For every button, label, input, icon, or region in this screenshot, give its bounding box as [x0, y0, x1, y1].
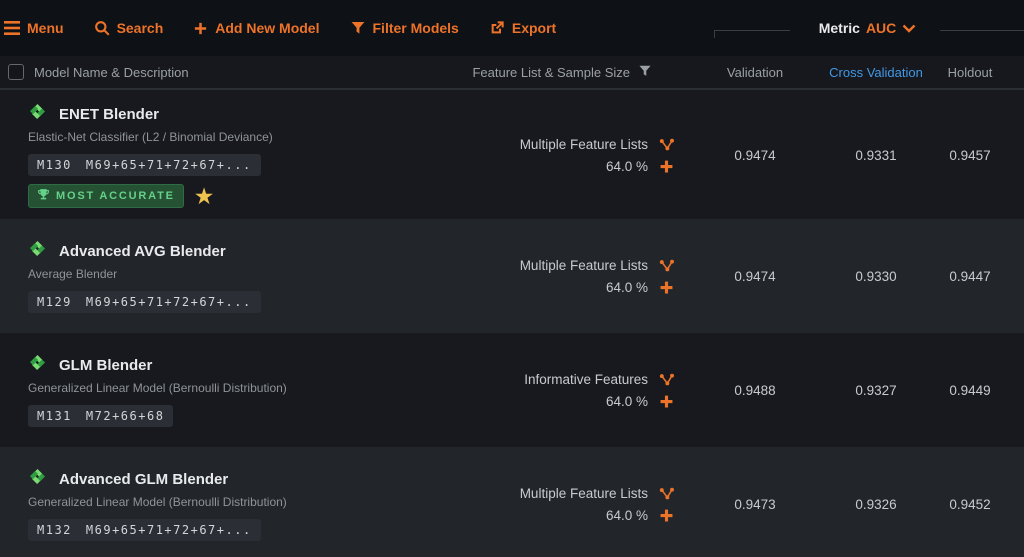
validation-score: 0.9474	[734, 147, 776, 163]
feature-filter-icon[interactable]	[638, 64, 652, 81]
validation-score: 0.9473	[734, 496, 776, 512]
validation-score: 0.9488	[734, 382, 776, 398]
model-id: M130	[37, 158, 72, 172]
metric-bracket-left	[714, 30, 790, 38]
metric-value: AUC	[865, 20, 897, 36]
model-description: Elastic-Net Classifier (L2 / Binomial De…	[28, 130, 273, 144]
most-accurate-badge: MOST ACCURATE	[28, 184, 184, 208]
model-name[interactable]: ENET Blender	[59, 105, 160, 123]
add-sample-icon[interactable]	[656, 159, 676, 174]
validation-column-header[interactable]: Validation	[726, 64, 784, 80]
holdout-column-header[interactable]: Holdout	[947, 64, 993, 80]
export-label: Export	[511, 20, 557, 36]
filter-models-button[interactable]: Filter Models	[350, 20, 459, 36]
menu-label: Menu	[27, 20, 64, 36]
leaderboard-header: Model Name & Description Feature List & …	[0, 56, 1024, 90]
feature-list-label[interactable]: Multiple Feature Lists	[519, 258, 648, 273]
holdout-score: 0.9457	[949, 147, 991, 163]
sample-size-label: 64.0 %	[605, 508, 648, 523]
blender-icon	[28, 102, 47, 126]
model-name[interactable]: GLM Blender	[59, 356, 153, 374]
model-tag[interactable]: M131 M72+66+68	[28, 405, 174, 427]
metric-selector[interactable]: Metric AUC	[795, 0, 940, 56]
cross-validation-score: 0.9326	[855, 496, 897, 512]
feature-lineage-icon[interactable]	[656, 136, 676, 153]
star-icon[interactable]: ★	[193, 182, 215, 209]
validation-score: 0.9474	[734, 268, 776, 284]
holdout-score: 0.9447	[949, 268, 991, 284]
table-row[interactable]: Advanced GLM Blender Generalized Linear …	[0, 447, 1024, 557]
feature-list-label[interactable]: Multiple Feature Lists	[519, 486, 648, 501]
feature-lineage-icon[interactable]	[656, 371, 676, 388]
metric-label: Metric	[818, 20, 860, 36]
model-composition: M69+65+71+72+67+...	[85, 295, 252, 309]
filter-icon	[350, 20, 366, 36]
model-id: M131	[37, 409, 72, 423]
cross-validation-score: 0.9327	[855, 382, 897, 398]
model-name[interactable]: Advanced GLM Blender	[59, 470, 229, 488]
sample-size-label: 64.0 %	[605, 280, 648, 295]
export-icon	[489, 20, 505, 36]
model-tag[interactable]: M132 M69+65+71+72+67+...	[28, 519, 261, 541]
blender-icon	[28, 353, 47, 377]
search-button[interactable]: Search	[94, 20, 164, 36]
holdout-score: 0.9449	[949, 382, 991, 398]
hamburger-icon	[4, 21, 20, 35]
most-accurate-label: MOST ACCURATE	[56, 190, 175, 202]
feature-column-header: Feature List & Sample Size	[472, 64, 630, 80]
holdout-score: 0.9452	[949, 496, 991, 512]
sample-size-label: 64.0 %	[605, 394, 648, 409]
model-composition: M69+65+71+72+67+...	[85, 523, 252, 537]
model-description: Generalized Linear Model (Bernoulli Dist…	[28, 381, 287, 395]
model-id: M132	[37, 523, 72, 537]
filter-models-label: Filter Models	[372, 20, 459, 36]
feature-list-label[interactable]: Multiple Feature Lists	[519, 137, 648, 152]
model-tag[interactable]: M129 M69+65+71+72+67+...	[28, 291, 261, 313]
model-name[interactable]: Advanced AVG Blender	[59, 242, 226, 260]
metric-bracket-right	[940, 30, 1024, 38]
table-row[interactable]: Advanced AVG Blender Average Blender M12…	[0, 219, 1024, 333]
add-sample-icon[interactable]	[656, 508, 676, 523]
trophy-icon	[37, 188, 50, 204]
model-description: Generalized Linear Model (Bernoulli Dist…	[28, 495, 287, 509]
model-tag[interactable]: M130 M69+65+71+72+67+...	[28, 154, 261, 176]
add-sample-icon[interactable]	[656, 394, 676, 409]
model-composition: M69+65+71+72+67+...	[85, 158, 252, 172]
table-row[interactable]: ENET Blender Elastic-Net Classifier (L2 …	[0, 90, 1024, 219]
model-id: M129	[37, 295, 72, 309]
add-sample-icon[interactable]	[656, 280, 676, 295]
model-composition: M72+66+68	[85, 409, 165, 423]
cross-validation-score: 0.9331	[855, 147, 897, 163]
model-column-header: Model Name & Description	[34, 64, 189, 80]
blender-icon	[28, 239, 47, 263]
chevron-down-icon	[902, 20, 916, 36]
cross-validation-score: 0.9330	[855, 268, 897, 284]
sample-size-label: 64.0 %	[605, 159, 648, 174]
select-all-checkbox[interactable]	[8, 64, 24, 80]
export-button[interactable]: Export	[489, 20, 556, 36]
model-description: Average Blender	[28, 267, 118, 281]
search-label: Search	[116, 20, 164, 36]
cross-validation-column-header[interactable]: Cross Validation	[829, 64, 923, 80]
toolbar: Menu Search Add New Model Filter Models …	[0, 0, 1024, 56]
feature-lineage-icon[interactable]	[656, 485, 676, 502]
add-new-model-button[interactable]: Add New Model	[193, 20, 320, 36]
table-row[interactable]: GLM Blender Generalized Linear Model (Be…	[0, 333, 1024, 447]
feature-list-label[interactable]: Informative Features	[524, 372, 648, 387]
add-new-model-label: Add New Model	[215, 20, 320, 36]
plus-icon	[193, 21, 208, 36]
blender-icon	[28, 467, 47, 491]
menu-button[interactable]: Menu	[4, 20, 64, 36]
search-icon	[94, 20, 110, 36]
feature-lineage-icon[interactable]	[656, 257, 676, 274]
